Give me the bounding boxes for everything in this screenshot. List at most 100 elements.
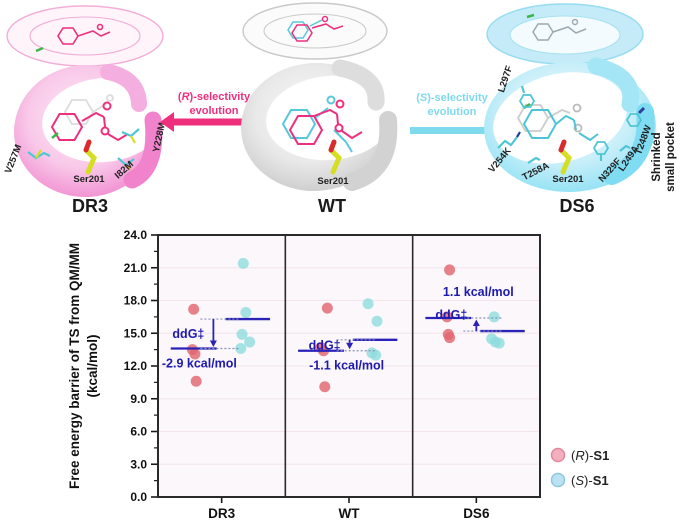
plot-border	[157, 234, 541, 498]
ds6-pocket-note-line1: Shrinked	[651, 132, 663, 181]
r-arrow-stereo: R	[182, 91, 190, 103]
scatter-point-r	[321, 302, 333, 314]
ddg-label: ddG‡	[172, 327, 204, 341]
dr3-ligand-green-mark	[51, 132, 59, 139]
y-axis-title-line1: Free energy barrier of TS from QM/MM	[67, 243, 82, 489]
dr3-stick-y228m-tip	[130, 135, 136, 144]
ds6-ligand	[522, 109, 599, 142]
wt-pocket-cavity	[266, 75, 394, 161]
ds6-panel-title: DS6	[559, 196, 594, 216]
ddg-label: ddG‡	[309, 338, 341, 352]
structure-panel-ds6: L297F V254K T258A Ser201 N329F L249A T24…	[484, 3, 677, 216]
structure-panel-dr3: V257M Ser201 I82M Y228M DR3	[3, 5, 168, 216]
ddg-arrowhead-icon	[472, 319, 480, 326]
y-tick-label: 18.0	[124, 294, 148, 308]
legend-s-open: (	[571, 473, 576, 488]
x-category-label: WT	[339, 506, 361, 521]
r-arrow-label-line1: (R)-selectivity	[178, 91, 251, 103]
ds6-stick-ser201	[558, 147, 572, 175]
ds6-stick-t248w-tip	[637, 106, 646, 115]
dr3-ligand	[50, 101, 129, 142]
ds6-stick-ser201-tip	[558, 139, 567, 153]
dr3-pocket-arm	[123, 111, 163, 189]
scatter-point-r	[188, 303, 200, 315]
dr3-residue-sticks	[27, 128, 140, 175]
s-arrow-rest: )-selectivity	[427, 92, 488, 104]
ds6-stick-n329f-ring	[592, 141, 610, 155]
ds6-stick-t248w-ring	[625, 113, 643, 127]
legend-label-s: (S)-S1	[571, 473, 609, 488]
dr3-lid-green-mark	[35, 46, 44, 53]
s-arrow-label-line2: evolution	[428, 106, 477, 118]
legend-s-rest: )-	[584, 473, 593, 488]
dr3-stick-ser201	[83, 147, 97, 175]
y-tick-label: 21.0	[124, 261, 148, 275]
wt-lid-inner-contour	[263, 13, 367, 49]
legend-label-r: (R)-S1	[571, 448, 609, 463]
x-category-label: DR3	[208, 506, 235, 521]
ddg-arrowhead-icon	[346, 342, 354, 350]
ds6-residue-sticks	[497, 85, 646, 175]
legend-s-name: S1	[593, 473, 609, 488]
s-arrow-label-line1: (S)-selectivity	[416, 92, 488, 104]
dr3-stick-v257m	[27, 151, 51, 160]
s-arrow-open: (	[416, 92, 420, 104]
ds6-pocket-hook	[587, 57, 640, 113]
dr3-stick-ser201-tip	[83, 139, 92, 153]
ddg-value: -1.1 kcal/mol	[309, 359, 384, 373]
y-tick-label: 12.0	[124, 359, 148, 373]
wt-lid-ligand	[287, 15, 344, 42]
r-arrow-head-icon	[160, 112, 174, 132]
scatter-point-r	[444, 332, 456, 344]
ddg-arrowhead-icon	[209, 340, 217, 348]
chart-legend: (R)-S1 (S)-S1	[550, 447, 609, 488]
r-arrow-open: (	[178, 91, 182, 103]
legend-swatch-r	[550, 447, 566, 463]
scatter-point-s	[362, 298, 374, 310]
s-selectivity-arrow: (S)-selectivity evolution	[410, 92, 501, 141]
ds6-pocket-note-line2: small pocket	[665, 122, 677, 192]
s-arrow-shaft	[410, 127, 487, 134]
y-tick-label: 6.0	[130, 425, 147, 439]
chart-generated: 0.0 3.0 6.0 9.0 12.0 15.0 18.0 21.0 24.0 ddG‡ -2.9…	[124, 228, 541, 521]
scatter-point-s	[237, 257, 249, 269]
y-tick-label: 3.0	[130, 457, 147, 471]
ds6-lid-ligand	[532, 18, 587, 41]
ddg-value: 1.1 kcal/mol	[443, 285, 514, 299]
legend-swatch-s	[550, 472, 566, 488]
r-arrow-label-line2: evolution	[190, 105, 239, 117]
dr3-panel-title: DR3	[72, 196, 108, 216]
scatter-point-r	[319, 381, 331, 393]
scatter-point-s	[235, 343, 247, 355]
x-category-label: DS6	[463, 506, 490, 521]
dr3-pocket-hook	[100, 64, 147, 112]
scatter-point-r	[190, 375, 202, 387]
wt-lid-ellipse	[242, 2, 388, 60]
ds6-lid-inner-contour	[509, 15, 621, 55]
wt-pocket-hook	[331, 59, 385, 111]
ddg-value: -2.9 kcal/mol	[162, 357, 237, 371]
r-arrow-rest: )-selectivity	[190, 91, 251, 103]
scatter-point-s	[240, 307, 252, 319]
legend-r-rest: )-	[585, 448, 594, 463]
dr3-stick-v257m-tip	[35, 149, 42, 159]
scatter-point-s	[493, 337, 505, 349]
y-tick-label: 0.0	[130, 490, 147, 504]
scatter-point-r	[189, 348, 201, 360]
dr3-stick-i82m-tip	[125, 164, 131, 171]
wt-panel-title: WT	[318, 196, 346, 216]
wt-residue-sticks	[328, 139, 342, 175]
scatter-point-s	[244, 336, 256, 348]
r-arrow-shaft	[174, 118, 253, 126]
dr3-residue-label: Ser201	[73, 174, 105, 185]
s-arrow-stereo: S	[420, 92, 428, 104]
y-tick-label: 15.0	[124, 326, 148, 340]
ds6-lid-green-mark	[526, 13, 535, 19]
ddg-label: ddG‡	[435, 308, 467, 322]
y-axis-title-line2: (kcal/mol)	[85, 334, 100, 397]
structure-figure: V257M Ser201 I82M Y228M DR3 (R)-selectiv…	[3, 2, 677, 216]
ds6-stick-v254k-tip	[516, 131, 521, 138]
structure-panel-wt: Ser201 WT	[241, 2, 398, 216]
ds6-stick-l249a	[619, 144, 631, 152]
